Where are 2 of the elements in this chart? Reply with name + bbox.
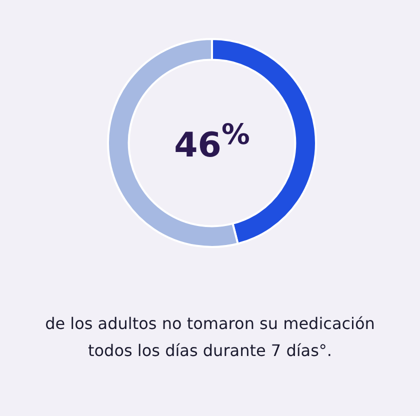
text: 46$^{%}$: [173, 118, 251, 166]
text: de los adultos no tomaron su medicación todos los días durante 7 días°.: [44, 313, 376, 362]
